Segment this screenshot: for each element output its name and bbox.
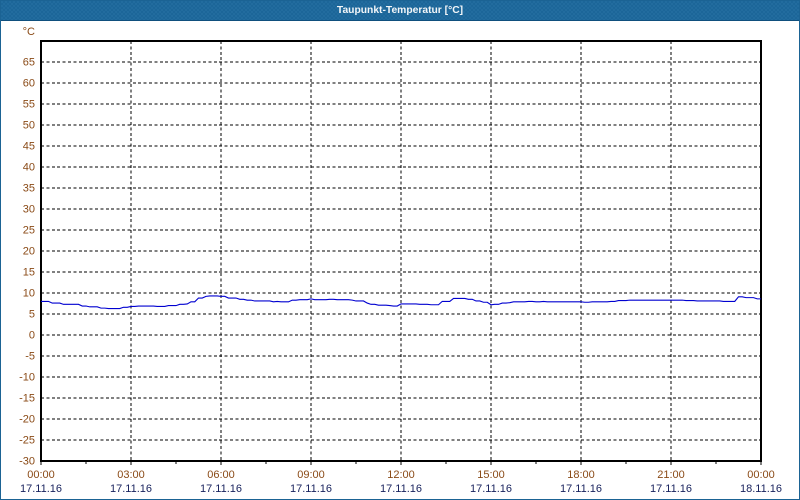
svg-text:21:00: 21:00	[657, 469, 685, 481]
svg-text:60: 60	[23, 78, 35, 90]
svg-text:30: 30	[23, 204, 35, 216]
svg-text:17.11.16: 17.11.16	[290, 483, 332, 495]
svg-text:15:00: 15:00	[477, 469, 505, 481]
svg-text:-5: -5	[25, 351, 35, 363]
svg-text:09:00: 09:00	[297, 469, 325, 481]
svg-text:18:00: 18:00	[567, 469, 595, 481]
svg-text:-25: -25	[19, 435, 35, 447]
svg-text:17.11.16: 17.11.16	[20, 483, 62, 495]
svg-text:06:00: 06:00	[207, 469, 235, 481]
svg-text:50: 50	[23, 120, 35, 132]
svg-text:5: 5	[29, 309, 35, 321]
svg-text:18.11.16: 18.11.16	[740, 483, 782, 495]
svg-text:-15: -15	[19, 393, 35, 405]
svg-text:03:00: 03:00	[117, 469, 145, 481]
svg-text:55: 55	[23, 99, 35, 111]
svg-text:00:00: 00:00	[747, 469, 775, 481]
svg-text:17.11.16: 17.11.16	[110, 483, 152, 495]
svg-text:12:00: 12:00	[387, 469, 415, 481]
svg-text:25: 25	[23, 225, 35, 237]
svg-text:0: 0	[29, 330, 35, 342]
svg-text:°C: °C	[23, 26, 35, 38]
svg-text:20: 20	[23, 246, 35, 258]
svg-text:65: 65	[23, 57, 35, 69]
svg-text:45: 45	[23, 141, 35, 153]
svg-text:17.11.16: 17.11.16	[380, 483, 422, 495]
svg-text:40: 40	[23, 162, 35, 174]
svg-text:35: 35	[23, 183, 35, 195]
svg-text:-20: -20	[19, 414, 35, 426]
svg-text:00:00: 00:00	[27, 469, 55, 481]
svg-text:17.11.16: 17.11.16	[650, 483, 692, 495]
svg-text:17.11.16: 17.11.16	[200, 483, 242, 495]
svg-text:10: 10	[23, 288, 35, 300]
svg-text:-30: -30	[19, 456, 35, 468]
svg-text:-10: -10	[19, 372, 35, 384]
svg-text:17.11.16: 17.11.16	[560, 483, 602, 495]
svg-text:15: 15	[23, 267, 35, 279]
svg-text:17.11.16: 17.11.16	[470, 483, 512, 495]
